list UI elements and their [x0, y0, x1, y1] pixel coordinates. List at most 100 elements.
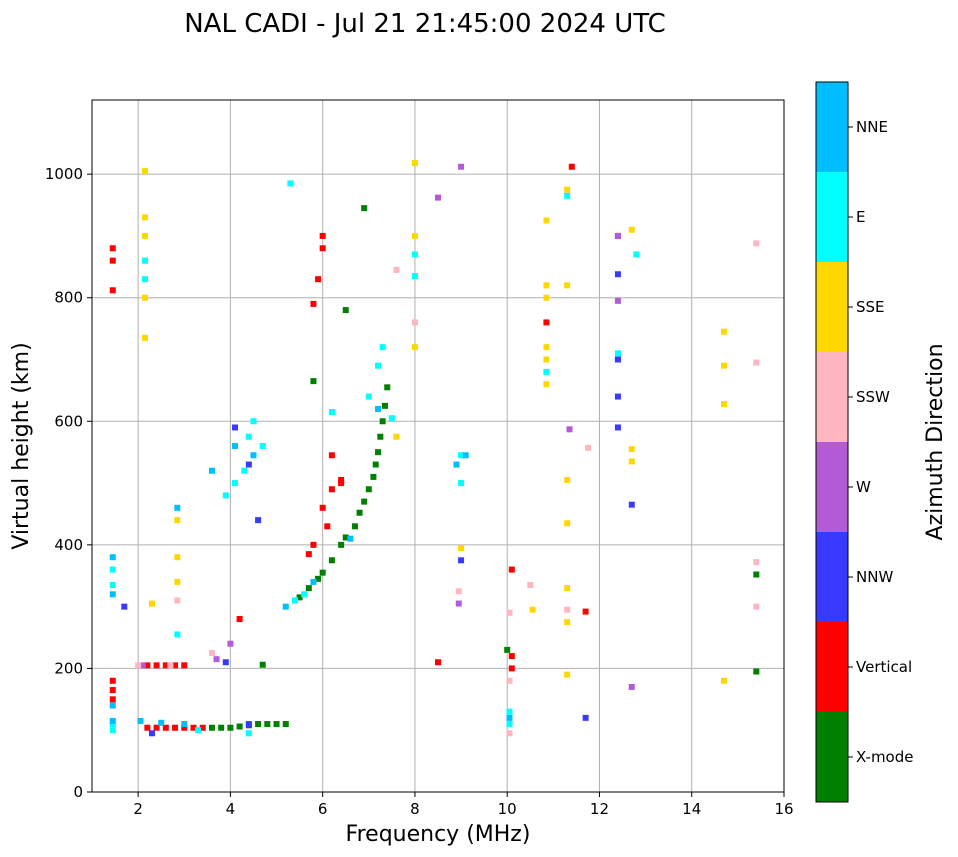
data-point: [365, 393, 372, 400]
data-point: [753, 240, 760, 247]
data-point: [458, 452, 465, 459]
y-axis-ticks: 0 200 400 600 800 1000: [45, 165, 92, 801]
x-axis-label: Frequency (MHz): [346, 822, 531, 847]
data-point: [614, 356, 621, 363]
data-point: [614, 424, 621, 431]
data-point: [109, 687, 116, 694]
data-point: [137, 717, 144, 724]
data-point: [232, 443, 239, 449]
data-point: [411, 232, 418, 239]
data-point: [109, 591, 116, 598]
data-point: [381, 402, 388, 409]
data-point: [506, 721, 513, 728]
data-point: [375, 405, 382, 412]
data-point: [628, 226, 635, 233]
data-point: [564, 619, 571, 626]
data-point: [614, 297, 621, 304]
data-point: [273, 721, 280, 728]
data-point: [584, 444, 591, 451]
data-point: [109, 702, 116, 709]
data-point: [208, 467, 215, 474]
data-point: [384, 384, 391, 391]
data-point: [379, 418, 386, 425]
data-point: [245, 730, 252, 737]
data-point: [566, 426, 573, 433]
data-point: [338, 476, 345, 483]
data-point: [328, 452, 335, 459]
data-point: [158, 719, 165, 726]
data-point: [462, 452, 469, 459]
data-point: [458, 480, 465, 487]
data-point: [174, 517, 181, 524]
data-point: [142, 334, 149, 341]
data-point: [347, 535, 354, 542]
data-point: [250, 418, 257, 425]
data-point: [305, 585, 312, 592]
data-point: [222, 492, 229, 499]
data-point: [245, 433, 252, 440]
data-point: [564, 585, 571, 592]
data-point: [181, 662, 188, 669]
data-point: [174, 578, 181, 585]
data-point: [564, 606, 571, 613]
data-point: [255, 517, 262, 524]
series-e: [109, 180, 640, 737]
data-point: [109, 717, 116, 724]
data-point: [291, 597, 298, 604]
colorbar-segment: [816, 262, 848, 352]
data-point: [458, 163, 465, 170]
colorbar-segment: [816, 622, 848, 712]
data-point: [564, 671, 571, 678]
data-point: [208, 649, 215, 656]
data-point: [506, 714, 513, 721]
data-point: [543, 344, 550, 351]
data-point: [142, 168, 149, 175]
plot-border: [91, 99, 785, 793]
data-point: [388, 415, 395, 422]
data-point: [250, 452, 257, 459]
data-point: [753, 603, 760, 610]
data-point: [633, 251, 640, 258]
colorbar-segment: [816, 712, 848, 802]
data-point: [351, 523, 358, 530]
data-point: [144, 724, 151, 731]
data-point: [543, 282, 550, 289]
colorbar-segments: [816, 82, 848, 802]
data-point: [628, 683, 635, 690]
plot-area: 2 4 6 8 10 12 14 16 0 200 400 600 800 1000: [45, 99, 794, 818]
data-point: [342, 534, 349, 541]
data-point: [377, 433, 384, 440]
data-point: [315, 276, 322, 283]
data-point: [543, 319, 550, 326]
data-point: [338, 480, 345, 487]
data-point: [282, 721, 289, 728]
data-point: [372, 461, 379, 468]
data-point: [259, 661, 266, 668]
data-point: [582, 608, 589, 615]
data-point: [328, 486, 335, 493]
data-point: [222, 659, 229, 666]
x-tick-label: 10: [498, 800, 517, 818]
data-point: [142, 214, 149, 221]
data-point: [109, 287, 116, 294]
data-point: [310, 541, 317, 548]
x-axis-ticks: 2 4 6 8 10 12 14 16: [133, 792, 794, 818]
series-w: [139, 163, 635, 690]
data-point: [527, 582, 534, 589]
y-axis-label: Virtual height (km): [9, 342, 34, 549]
data-point: [153, 724, 160, 731]
y-tick-label: 800: [54, 289, 83, 307]
series-ssw: [135, 240, 760, 737]
data-point: [342, 307, 349, 314]
data-point: [310, 300, 317, 307]
data-point: [543, 356, 550, 363]
data-point: [236, 723, 243, 730]
data-point: [199, 724, 206, 731]
data-point: [411, 319, 418, 326]
chart-title: NAL CADI - Jul 21 21:45:00 2024 UTC: [184, 9, 666, 39]
data-point: [109, 566, 116, 573]
data-point: [338, 541, 345, 548]
data-point: [508, 566, 515, 573]
data-point: [319, 569, 326, 576]
